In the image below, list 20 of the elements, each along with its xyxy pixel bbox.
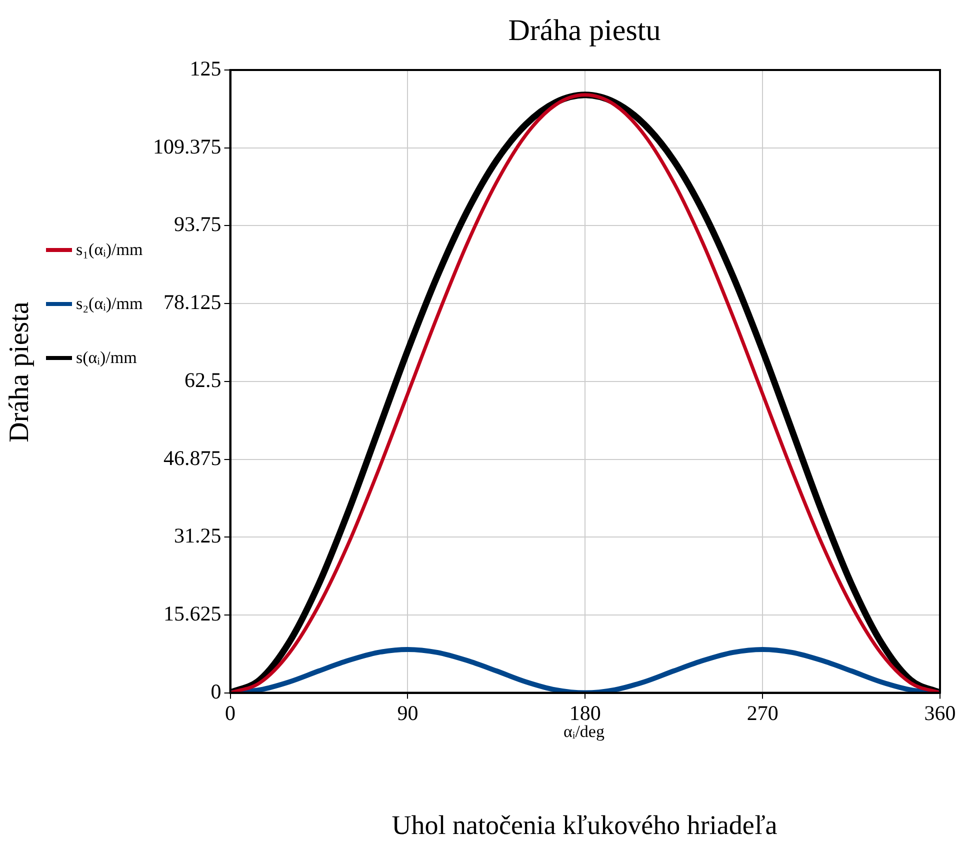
y-tick-label: 78.125 <box>164 290 222 314</box>
x-tick-label: 360 <box>924 700 956 725</box>
y-tick-label: 15.625 <box>164 601 222 626</box>
y-tick-label: 93.75 <box>174 212 222 236</box>
y-tick-label: 109.375 <box>153 134 222 158</box>
legend-label: s₁(αᵢ)/mm <box>76 240 143 260</box>
y-tick-label: 125 <box>190 56 222 81</box>
legend-label: s(αᵢ)/mm <box>76 348 137 368</box>
x-tick-label: 270 <box>746 700 778 725</box>
y-axis-title: Dráha piesta <box>4 302 36 442</box>
y-tick-label: 31.25 <box>174 524 222 548</box>
text: αᵢ/deg <box>564 722 604 742</box>
chart-title: Dráha piestu <box>507 14 662 48</box>
legend-label: s₂(αᵢ)/mm <box>76 294 143 314</box>
x-axis-title: Uhol natočenia kľukového hriadeľa <box>390 810 778 841</box>
y-tick-label: 62.5 <box>184 368 222 392</box>
x-tick-label: 180 <box>569 700 601 725</box>
y-tick-label: 46.875 <box>164 446 222 470</box>
x-tick-label: 90 <box>397 700 418 725</box>
y-tick-label: 0 <box>210 679 222 704</box>
